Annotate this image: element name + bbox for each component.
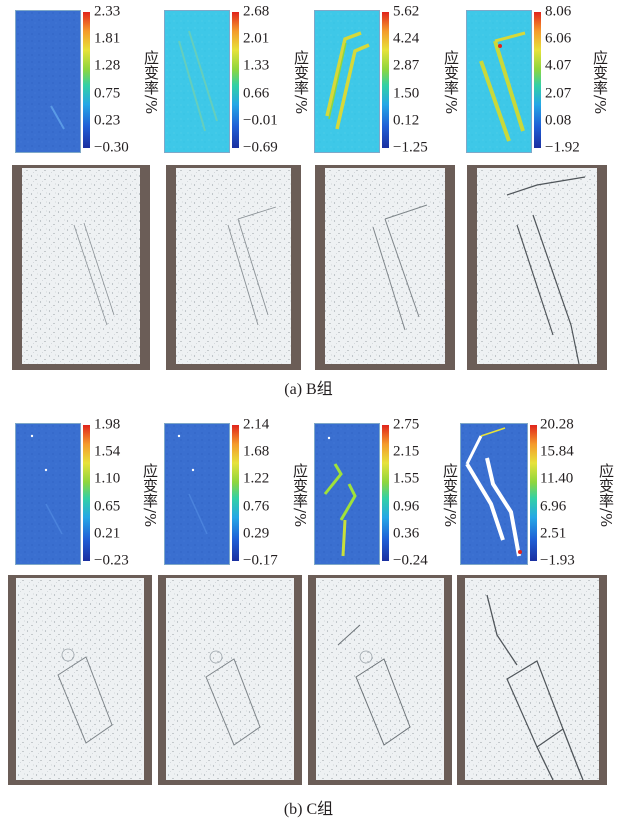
specimen-photo: [467, 165, 607, 370]
tick-label: 0.76: [243, 498, 270, 515]
tick-label: 20.28: [540, 416, 574, 433]
specimen-photo: [457, 575, 607, 785]
tick-label: 1.10: [94, 470, 121, 487]
tick-label: −1.93: [540, 552, 575, 569]
caption-b: (a) B组: [284, 381, 333, 398]
tick-label: 0.36: [393, 525, 420, 542]
tick-label: 2.75: [393, 416, 420, 433]
unit-label: 应变率/%: [591, 50, 609, 115]
panel-b: 2.33 1.81 1.28 0.75 0.23 −0.30 应变率/% 2.6…: [0, 0, 617, 400]
tick-label: 1.81: [94, 30, 121, 47]
tick-label: 4.24: [393, 30, 420, 47]
tick-label: 0.12: [393, 112, 420, 129]
specimen-photos-row-c: [0, 575, 617, 785]
tick-label: 1.98: [94, 416, 121, 433]
tick-label: 0.66: [243, 85, 270, 102]
colorbar: [534, 12, 541, 148]
tick-label: 1.28: [94, 57, 121, 74]
tick-label: 5.62: [393, 3, 420, 20]
tick-label: 2.51: [540, 525, 567, 542]
tick-label: 1.54: [94, 443, 121, 460]
tick-label: 2.01: [243, 30, 270, 47]
tick-label: 0.23: [94, 112, 121, 129]
specimen-photo: [8, 575, 152, 785]
tick-label: 2.87: [393, 57, 420, 74]
tick-label: 1.33: [243, 57, 270, 74]
tick-label: 1.55: [393, 470, 420, 487]
colorbar: [530, 425, 537, 561]
unit-label: 应变率/%: [441, 463, 459, 528]
tick-label: −0.23: [94, 552, 129, 569]
tick-label: 1.50: [393, 85, 420, 102]
specimen-photo: [166, 165, 301, 370]
caption-c: (b) C组: [283, 801, 334, 818]
tick-label: 4.07: [545, 57, 572, 74]
unit-label: 应变率/%: [291, 463, 309, 528]
tick-label: 2.68: [243, 3, 270, 20]
tick-label: −0.17: [243, 552, 278, 569]
tick-label: 8.06: [545, 3, 572, 20]
tick-label: 0.08: [545, 112, 572, 129]
tick-label: −1.92: [545, 139, 580, 156]
tick-label: 2.14: [243, 416, 270, 433]
tick-label: 0.75: [94, 85, 121, 102]
tick-label: 1.68: [243, 443, 270, 460]
tick-label: 6.06: [545, 30, 572, 47]
specimen-photo: [308, 575, 452, 785]
tick-label: −0.69: [243, 139, 278, 156]
strain-map-image: [15, 423, 81, 565]
panel-c: 1.98 1.54 1.10 0.65 0.21 −0.23 应变率/% 2.1…: [0, 415, 617, 821]
tick-label: 2.07: [545, 85, 572, 102]
tick-label: −0.30: [94, 139, 129, 156]
colorbar: [83, 425, 90, 561]
tick-label: 0.29: [243, 525, 270, 542]
colorbar: [232, 12, 239, 148]
specimen-photos-row-b: [0, 165, 617, 370]
strain-map-image: [164, 10, 230, 153]
strain-maps-row-c: 1.98 1.54 1.10 0.65 0.21 −0.23 应变率/% 2.1…: [0, 417, 617, 569]
tick-label: 1.22: [243, 470, 270, 487]
tick-label: 2.33: [94, 3, 121, 20]
strain-maps-row-b: 2.33 1.81 1.28 0.75 0.23 −0.30 应变率/% 2.6…: [0, 4, 617, 156]
tick-label: −0.01: [243, 112, 278, 129]
colorbar: [382, 12, 389, 148]
strain-map-image: [164, 423, 230, 565]
tick-label: −1.25: [393, 139, 428, 156]
tick-label: 0.96: [393, 498, 420, 515]
unit-label: 应变率/%: [141, 463, 159, 528]
unit-label: 应变率/%: [597, 463, 615, 528]
colorbar: [232, 425, 239, 561]
strain-map-image: [314, 423, 380, 565]
tick-label: 11.40: [540, 470, 574, 487]
specimen-photo: [315, 165, 455, 370]
tick-label: −0.24: [393, 552, 428, 569]
tick-label: 15.84: [540, 443, 574, 460]
strain-map-image: [466, 10, 532, 153]
specimen-photo: [12, 165, 150, 370]
strain-map-image: [15, 10, 81, 153]
tick-label: 0.21: [94, 525, 121, 542]
tick-label: 2.15: [393, 443, 420, 460]
strain-map-image: [460, 423, 528, 565]
colorbar: [382, 425, 389, 561]
tick-label: 0.65: [94, 498, 121, 515]
colorbar: [83, 12, 90, 148]
specimen-photo: [158, 575, 302, 785]
strain-map-image: [314, 10, 380, 153]
unit-label: 应变率/%: [292, 50, 310, 115]
tick-label: 6.96: [540, 498, 567, 515]
unit-label: 应变率/%: [142, 50, 160, 115]
unit-label: 应变率/%: [442, 50, 460, 115]
